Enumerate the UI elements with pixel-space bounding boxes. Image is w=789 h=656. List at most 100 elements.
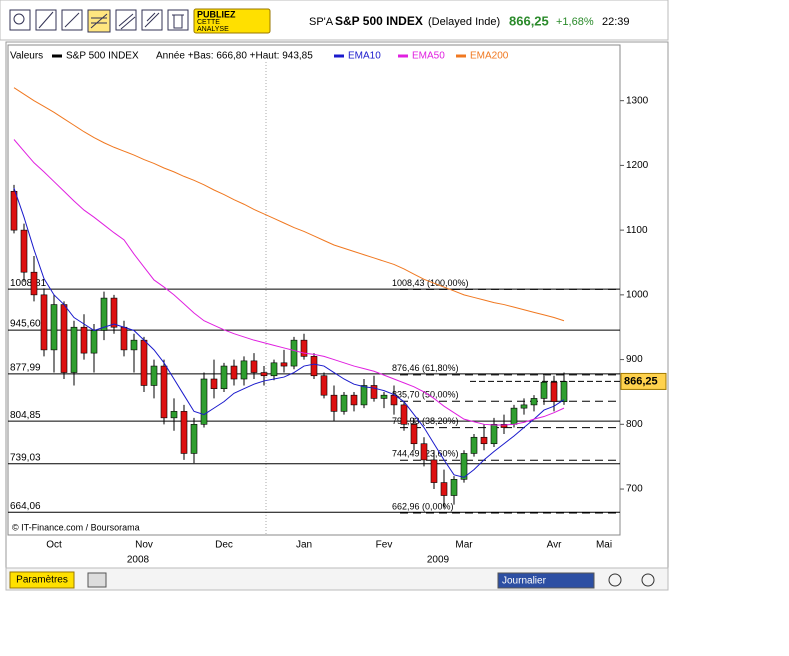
legend-label: EMA10 [348, 51, 381, 62]
candle-body [440, 482, 448, 496]
legend-label: S&P 500 INDEX [66, 51, 139, 62]
legend-label: EMA200 [470, 51, 509, 62]
candle-body [390, 394, 398, 406]
candle-body [270, 362, 278, 377]
candle-body [460, 453, 468, 480]
candle-body [400, 404, 408, 425]
candle-body [360, 385, 368, 406]
candle-body [450, 479, 458, 496]
candle-body [350, 394, 358, 406]
candle-body [190, 424, 198, 454]
period-label: Journalier [502, 576, 547, 587]
candle-body [470, 436, 478, 454]
zoom-tool[interactable] [9, 9, 31, 31]
candle-body [90, 330, 98, 354]
x-tick-label: Mai [596, 540, 612, 551]
candle-body [10, 190, 18, 231]
level-label: 877,99 [10, 362, 41, 373]
candle-body [180, 411, 188, 454]
candle-body [420, 443, 428, 461]
candle-body [240, 360, 248, 380]
fibonacci-label: 1008,43 (100,00%) [392, 278, 469, 288]
line-tool[interactable] [35, 9, 57, 31]
level-label: 664,06 [10, 501, 41, 512]
candle-body [70, 326, 78, 373]
fibonacci-label: 794,93 (38,20%) [392, 416, 459, 426]
source: © IT-Finance.com / Boursorama [12, 522, 140, 532]
candle-body [490, 424, 498, 445]
legend-title: Valeurs [10, 51, 43, 62]
button-line: PUBLIEZ [197, 9, 236, 19]
params-button[interactable] [9, 571, 75, 589]
candle-body [410, 424, 418, 445]
level-label: 1008,81 [10, 278, 47, 289]
x-tick-label: Dec [215, 540, 233, 551]
change: +1,68% [556, 16, 594, 28]
toolbar [0, 0, 669, 41]
candle-body [340, 394, 348, 412]
candle-body [290, 339, 298, 367]
year-label: 2008 [127, 555, 150, 566]
plot-area [7, 44, 621, 536]
candle-body [120, 326, 128, 351]
x-tick-label: Nov [135, 540, 153, 551]
candle-body [300, 339, 308, 357]
candle-body [100, 297, 108, 331]
candle-body [150, 365, 158, 386]
period-select[interactable] [497, 572, 595, 589]
candle-body [550, 381, 558, 402]
x-tick-label: Fev [376, 540, 393, 551]
range-text: Année +Bas: 666,80 +Haut: 943,85 [156, 51, 313, 62]
candle-body [480, 436, 488, 445]
candle-body [60, 304, 68, 373]
candle-body [80, 326, 88, 354]
candle-body [530, 398, 538, 406]
publish-button[interactable] [193, 8, 271, 34]
candle-body [230, 365, 238, 380]
candle-body [220, 365, 228, 390]
params-label: Paramètres [16, 575, 68, 586]
candle-body [330, 394, 338, 412]
candle-body [30, 271, 38, 296]
channel-tool[interactable] [115, 9, 137, 31]
last-price-tag [620, 372, 667, 390]
candle-body [500, 424, 508, 428]
cross-tool[interactable] [61, 9, 83, 31]
candle-body [260, 372, 268, 377]
y-tick-label: 1000 [626, 289, 649, 300]
level-label: 804,85 [10, 410, 41, 421]
parallel-tool[interactable] [141, 9, 163, 31]
candle-body [110, 297, 118, 328]
candle-body [40, 294, 48, 351]
candle-body [510, 407, 518, 425]
x-tick-label: Mar [455, 540, 473, 551]
last-price-label: 866,25 [624, 375, 658, 387]
y-tick-label: 800 [626, 419, 643, 430]
time: 22:39 [602, 16, 630, 28]
candle-body [430, 459, 438, 483]
button-line: ANALYSE [197, 26, 229, 33]
button-line: CETTE [197, 19, 220, 26]
candle-body [380, 394, 388, 399]
x-tick-label: Oct [46, 540, 62, 551]
y-tick-label: 1200 [626, 160, 649, 171]
zoom-out[interactable] [608, 573, 622, 587]
candle-body [130, 339, 138, 351]
year-label: 2009 [427, 555, 450, 566]
instrument-name: S&P 500 INDEX [335, 14, 423, 28]
fibonacci-label: 876,46 (61,80%) [392, 363, 459, 373]
ema-line [13, 87, 565, 322]
zoom-in[interactable] [641, 573, 655, 587]
fibonacci-label: 835,70 (50,00%) [392, 390, 459, 400]
candle-body [250, 360, 258, 373]
y-tick-label: 1300 [626, 95, 649, 106]
ema-line [13, 187, 565, 478]
symbol: SP'A [309, 16, 334, 28]
candle-body [20, 229, 28, 273]
x-tick-label: Jan [296, 540, 312, 551]
print-button[interactable] [87, 572, 107, 588]
candle-body [320, 375, 328, 396]
delete-tool[interactable] [167, 9, 189, 31]
x-tick-label: Avr [547, 540, 562, 551]
